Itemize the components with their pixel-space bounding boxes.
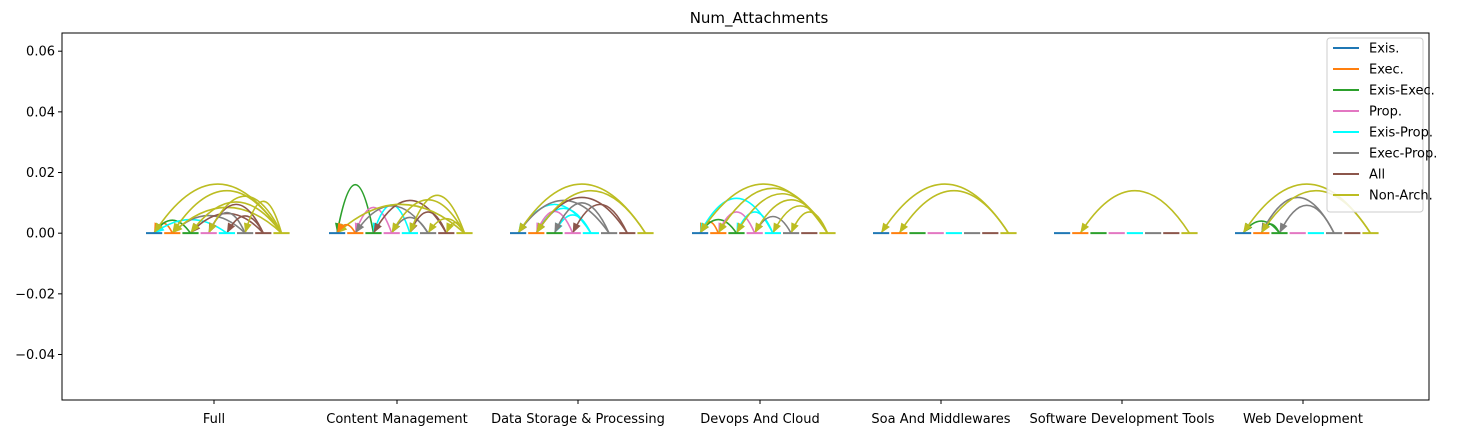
- arc-edge: [189, 212, 264, 234]
- legend-label: Prop.: [1369, 105, 1402, 120]
- y-axis: 0.06 0.04 0.02 0.00 −0.02 −0.04: [15, 45, 62, 363]
- arc-edge: [571, 203, 629, 234]
- arc-edge: [1278, 204, 1335, 234]
- arc-edge: [409, 194, 466, 234]
- x-tick-label: Soa And Middlewares: [871, 412, 1010, 427]
- legend-frame: [1326, 37, 1424, 213]
- arc-arrowhead: [190, 222, 200, 234]
- arc-arrowhead: [172, 222, 182, 234]
- arc-arrowhead: [1279, 222, 1288, 234]
- arc-edge: [336, 183, 375, 234]
- x-tick-label: Data Storage & Processing: [491, 412, 665, 427]
- arc-edge: [244, 200, 283, 234]
- arc-arrowhead: [1243, 222, 1252, 234]
- arc-arrowhead: [208, 222, 217, 234]
- y-tick-label: −0.04: [15, 348, 55, 363]
- y-tick-label: 0.02: [26, 166, 55, 181]
- y-tick-label: 0.04: [26, 105, 55, 120]
- arc-edge: [336, 203, 466, 234]
- legend-label: All: [1369, 168, 1385, 183]
- arc-arrowhead: [355, 222, 365, 234]
- arc-arrowhead: [1080, 222, 1090, 234]
- legend: Exis. Exec. Exis-Exec. Prop. Exis-Prop. Exec-…: [1326, 37, 1437, 213]
- arcs-layer: [153, 183, 1372, 234]
- arc-arrowhead: [772, 222, 781, 234]
- arc-arrowhead: [373, 222, 382, 234]
- arc-edge: [553, 202, 610, 234]
- arc-arrowhead: [572, 222, 581, 234]
- arc-edge: [535, 189, 647, 234]
- y-tick-label: 0.00: [26, 227, 55, 242]
- chart-title: Num_Attachments: [690, 9, 829, 28]
- legend-label: Exis.: [1369, 42, 1399, 57]
- arc-arrowhead: [899, 222, 909, 234]
- arc-arrowhead: [337, 222, 346, 234]
- y-tick-label: −0.02: [15, 287, 55, 302]
- arc-arrowhead: [718, 222, 727, 234]
- arc-arrowhead: [428, 222, 437, 234]
- arc-edge: [189, 201, 283, 234]
- arc-arrowhead: [244, 222, 252, 234]
- arc-arrowhead: [409, 222, 418, 234]
- x-tick-label: Content Management: [326, 412, 467, 427]
- arc-arrowhead: [1261, 222, 1271, 234]
- x-axis: Full Content Management Data Storage & Pro…: [203, 400, 1363, 427]
- arc-arrowhead: [791, 222, 799, 234]
- x-tick-label: Devops And Cloud: [700, 412, 819, 427]
- arc-arrowhead: [446, 222, 454, 234]
- arc-arrowhead: [754, 222, 764, 234]
- arc-arrowhead: [536, 222, 546, 234]
- x-tick-label: Web Development: [1243, 412, 1363, 427]
- arc-arrowhead: [154, 222, 163, 234]
- arc-arrowhead: [700, 222, 709, 234]
- legend-label: Exis-Exec.: [1369, 84, 1435, 99]
- arc-arrowhead: [881, 222, 890, 234]
- arc-edge: [372, 199, 447, 234]
- arc-arrowhead: [736, 222, 745, 234]
- legend-label: Exis-Prop.: [1369, 126, 1433, 141]
- arc-edge: [898, 189, 1010, 234]
- arc-edge: [171, 189, 283, 234]
- arc-edge: [1260, 189, 1372, 234]
- arc-arrowhead: [226, 222, 236, 234]
- legend-label: Exec-Prop.: [1369, 147, 1437, 162]
- y-tick-label: 0.06: [26, 45, 55, 60]
- arc-arrowhead: [391, 222, 401, 234]
- legend-label: Exec.: [1369, 63, 1404, 78]
- arc-arrowhead: [518, 222, 527, 234]
- arc-edge: [1079, 189, 1191, 234]
- x-tick-label: Software Development Tools: [1029, 412, 1214, 427]
- arc-arrowhead: [554, 222, 563, 234]
- x-tick-label: Full: [203, 412, 225, 427]
- arc-edge: [354, 205, 429, 234]
- legend-label: Non-Arch.: [1369, 189, 1433, 204]
- arc-edge: [207, 195, 283, 234]
